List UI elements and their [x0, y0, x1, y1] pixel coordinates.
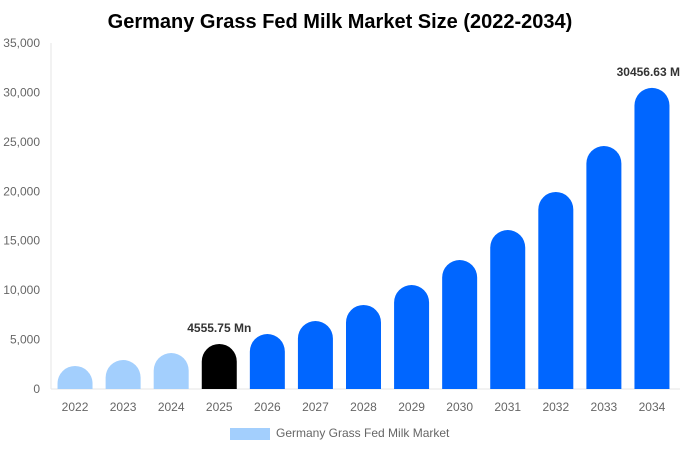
x-tick-label: 2033 — [591, 400, 618, 414]
y-tick-label: 15,000 — [3, 234, 40, 248]
data-label-2034: 30456.63 Mn — [617, 65, 680, 79]
x-tick-label: 2026 — [254, 400, 281, 414]
x-tick-label: 2029 — [398, 400, 425, 414]
x-tick-label: 2034 — [639, 400, 666, 414]
x-tick-label: 2028 — [350, 400, 377, 414]
x-tick-label: 2025 — [206, 400, 233, 414]
y-tick-label: 20,000 — [3, 184, 40, 198]
bar-2022 — [57, 365, 93, 389]
data-label-2025: 4555.75 Mn — [187, 321, 251, 335]
y-tick-label: 10,000 — [3, 283, 40, 297]
bar-2023 — [105, 360, 141, 389]
legend-swatch — [230, 428, 270, 440]
x-tick-label: 2032 — [542, 400, 569, 414]
bar-2029 — [394, 285, 430, 389]
legend-label: Germany Grass Fed Milk Market — [276, 426, 450, 440]
y-tick-label: 35,000 — [3, 36, 40, 50]
y-tick-label: 5,000 — [10, 333, 40, 347]
bar-2034 — [634, 87, 670, 389]
x-tick-label: 2027 — [302, 400, 329, 414]
x-tick-label: 2031 — [494, 400, 521, 414]
x-axis: 2022 2023 2024 2025 2026 2027 2028 2029 2030 2031… — [51, 388, 680, 414]
x-tick-label: 2023 — [110, 400, 137, 414]
y-tick-label: 0 — [33, 382, 40, 396]
x-tick-label: 2024 — [158, 400, 185, 414]
bar-2031 — [490, 230, 526, 389]
bars — [57, 87, 670, 389]
y-tick-label: 25,000 — [3, 135, 40, 149]
bar-2026 — [249, 334, 285, 389]
bar-2033 — [586, 146, 622, 389]
chart-title: Germany Grass Fed Milk Market Size (2022… — [108, 11, 573, 33]
x-tick-label: 2022 — [62, 400, 89, 414]
bar-2024 — [153, 353, 189, 389]
bar-2028 — [346, 304, 381, 389]
bar-2027 — [297, 320, 333, 389]
bar-2030 — [442, 259, 478, 389]
y-tick-label: 30,000 — [3, 85, 40, 99]
bar-2025 — [201, 343, 237, 389]
x-tick-label: 2030 — [446, 400, 473, 414]
bar-2032 — [538, 191, 574, 389]
y-axis: 0 5,000 10,000 15,000 20,000 25,000 30,000 35,0… — [3, 36, 52, 396]
legend[interactable]: Germany Grass Fed Milk Market — [230, 426, 450, 440]
data-labels: 4555.75 Mn 30456.63 Mn — [187, 65, 680, 335]
